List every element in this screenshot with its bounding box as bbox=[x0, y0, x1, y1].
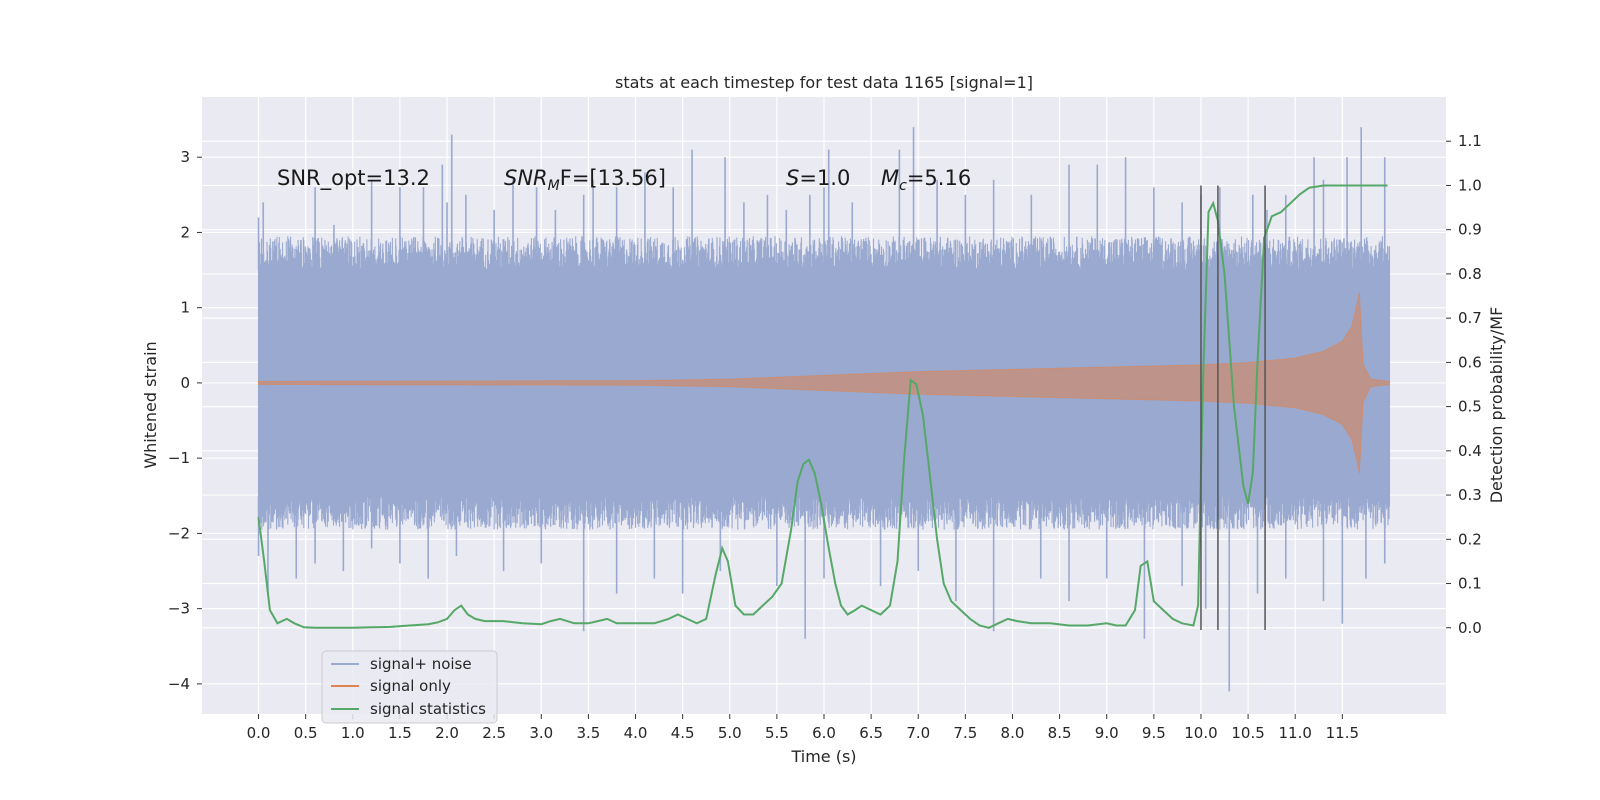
x-tick-label: 6.0 bbox=[812, 724, 836, 742]
y2-tick-label: 0.0 bbox=[1458, 619, 1482, 637]
annotation-snr-mf: SNRMF=[13.56] bbox=[504, 166, 666, 194]
detection-markers bbox=[1200, 185, 1266, 630]
legend: signal+ noise signal only signal statist… bbox=[321, 650, 498, 724]
y-tick-label: −4 bbox=[168, 675, 190, 693]
y2-axis-label: Detection probability/MF bbox=[1487, 307, 1506, 504]
x-tick-label: 0.5 bbox=[294, 724, 318, 742]
chart-title: stats at each timestep for test data 116… bbox=[615, 73, 1033, 92]
x-tick-label: 1.5 bbox=[388, 724, 412, 742]
y-tick-label: −2 bbox=[168, 524, 190, 542]
y-tick-label: 3 bbox=[180, 148, 190, 166]
series-signal-only bbox=[258, 292, 1390, 474]
y-tick-label: 1 bbox=[180, 299, 190, 317]
legend-label-signal-plus-noise: signal+ noise bbox=[370, 655, 472, 673]
y-tick-label: 0 bbox=[180, 374, 190, 392]
series-signal-statistics bbox=[257, 184, 1388, 629]
chirp-envelope bbox=[258, 292, 1390, 474]
x-tick-label: 2.5 bbox=[482, 724, 506, 742]
tick-labels: 0.0 0.5 1.0 1.5 2.0 2.5 3.0 3.5 4.0 4.5 5.0 5.5 6.0 6… bbox=[168, 132, 1482, 742]
annotation-mc: Mc=5.16 bbox=[881, 166, 971, 194]
y2-tick-label: 0.8 bbox=[1458, 265, 1482, 283]
x-tick-label: 4.5 bbox=[671, 724, 695, 742]
annotation-snr-mf-main: SNR bbox=[504, 166, 548, 190]
x-tick-label: 9.0 bbox=[1095, 724, 1119, 742]
x-tick-label: 10.5 bbox=[1231, 724, 1264, 742]
annotation-snr-mf-sub: M bbox=[548, 178, 560, 194]
x-tick-label: 3.5 bbox=[576, 724, 600, 742]
annotation-s-rest: =1.0 bbox=[799, 166, 850, 190]
legend-box bbox=[321, 650, 498, 724]
x-tick-label: 0.0 bbox=[247, 724, 271, 742]
x-tick-label: 9.5 bbox=[1142, 724, 1166, 742]
y2-tick-label: 0.1 bbox=[1458, 575, 1482, 593]
annotation-s-main: S bbox=[786, 166, 799, 190]
y2-tick-label: 0.7 bbox=[1458, 309, 1482, 327]
x-tick-label: 1.0 bbox=[341, 724, 365, 742]
x-tick-label: 5.5 bbox=[765, 724, 789, 742]
legend-label-signal-statistics: signal statistics bbox=[370, 700, 486, 718]
x-tick-label: 10.0 bbox=[1184, 724, 1217, 742]
y2-tick-label: 0.6 bbox=[1458, 353, 1482, 371]
x-tick-label: 4.0 bbox=[624, 724, 648, 742]
annotation-mc-rest: =5.16 bbox=[907, 166, 971, 190]
y2-tick-label: 0.2 bbox=[1458, 530, 1482, 548]
x-tick-label: 6.5 bbox=[859, 724, 883, 742]
y2-tick-label: 0.9 bbox=[1458, 221, 1482, 239]
x-tick-label: 11.0 bbox=[1279, 724, 1312, 742]
y2-tick-label: 0.5 bbox=[1458, 398, 1482, 416]
x-axis-label: Time (s) bbox=[790, 747, 856, 766]
x-tick-label: 7.5 bbox=[953, 724, 977, 742]
annotation-mc-main: M bbox=[881, 166, 899, 190]
annotation-mc-sub: c bbox=[899, 178, 907, 194]
x-tick-label: 8.0 bbox=[1001, 724, 1025, 742]
annotation-snr-opt: SNR_opt=13.2 bbox=[277, 166, 430, 191]
x-tick-label: 11.5 bbox=[1326, 724, 1359, 742]
x-tick-label: 5.0 bbox=[718, 724, 742, 742]
y2-tick-label: 1.1 bbox=[1458, 132, 1482, 150]
y-tick-label: 2 bbox=[180, 223, 190, 241]
y-tick-label: −1 bbox=[168, 449, 190, 467]
y2-tick-label: 1.0 bbox=[1458, 176, 1482, 194]
x-tick-label: 3.0 bbox=[529, 724, 553, 742]
x-tick-label: 2.0 bbox=[435, 724, 459, 742]
y2-tick-label: 0.3 bbox=[1458, 486, 1482, 504]
x-tick-label: 8.5 bbox=[1048, 724, 1072, 742]
y-tick-label: −3 bbox=[168, 600, 190, 618]
legend-label-signal-only: signal only bbox=[370, 677, 451, 695]
annotation-s: S=1.0 bbox=[786, 166, 850, 190]
annotation-snr-mf-rest: F=[13.56] bbox=[560, 166, 666, 190]
statistics-line bbox=[257, 184, 1388, 629]
x-tick-label: 7.0 bbox=[906, 724, 930, 742]
y2-tick-label: 0.4 bbox=[1458, 442, 1482, 460]
y-axis-label: Whitened strain bbox=[141, 341, 160, 468]
